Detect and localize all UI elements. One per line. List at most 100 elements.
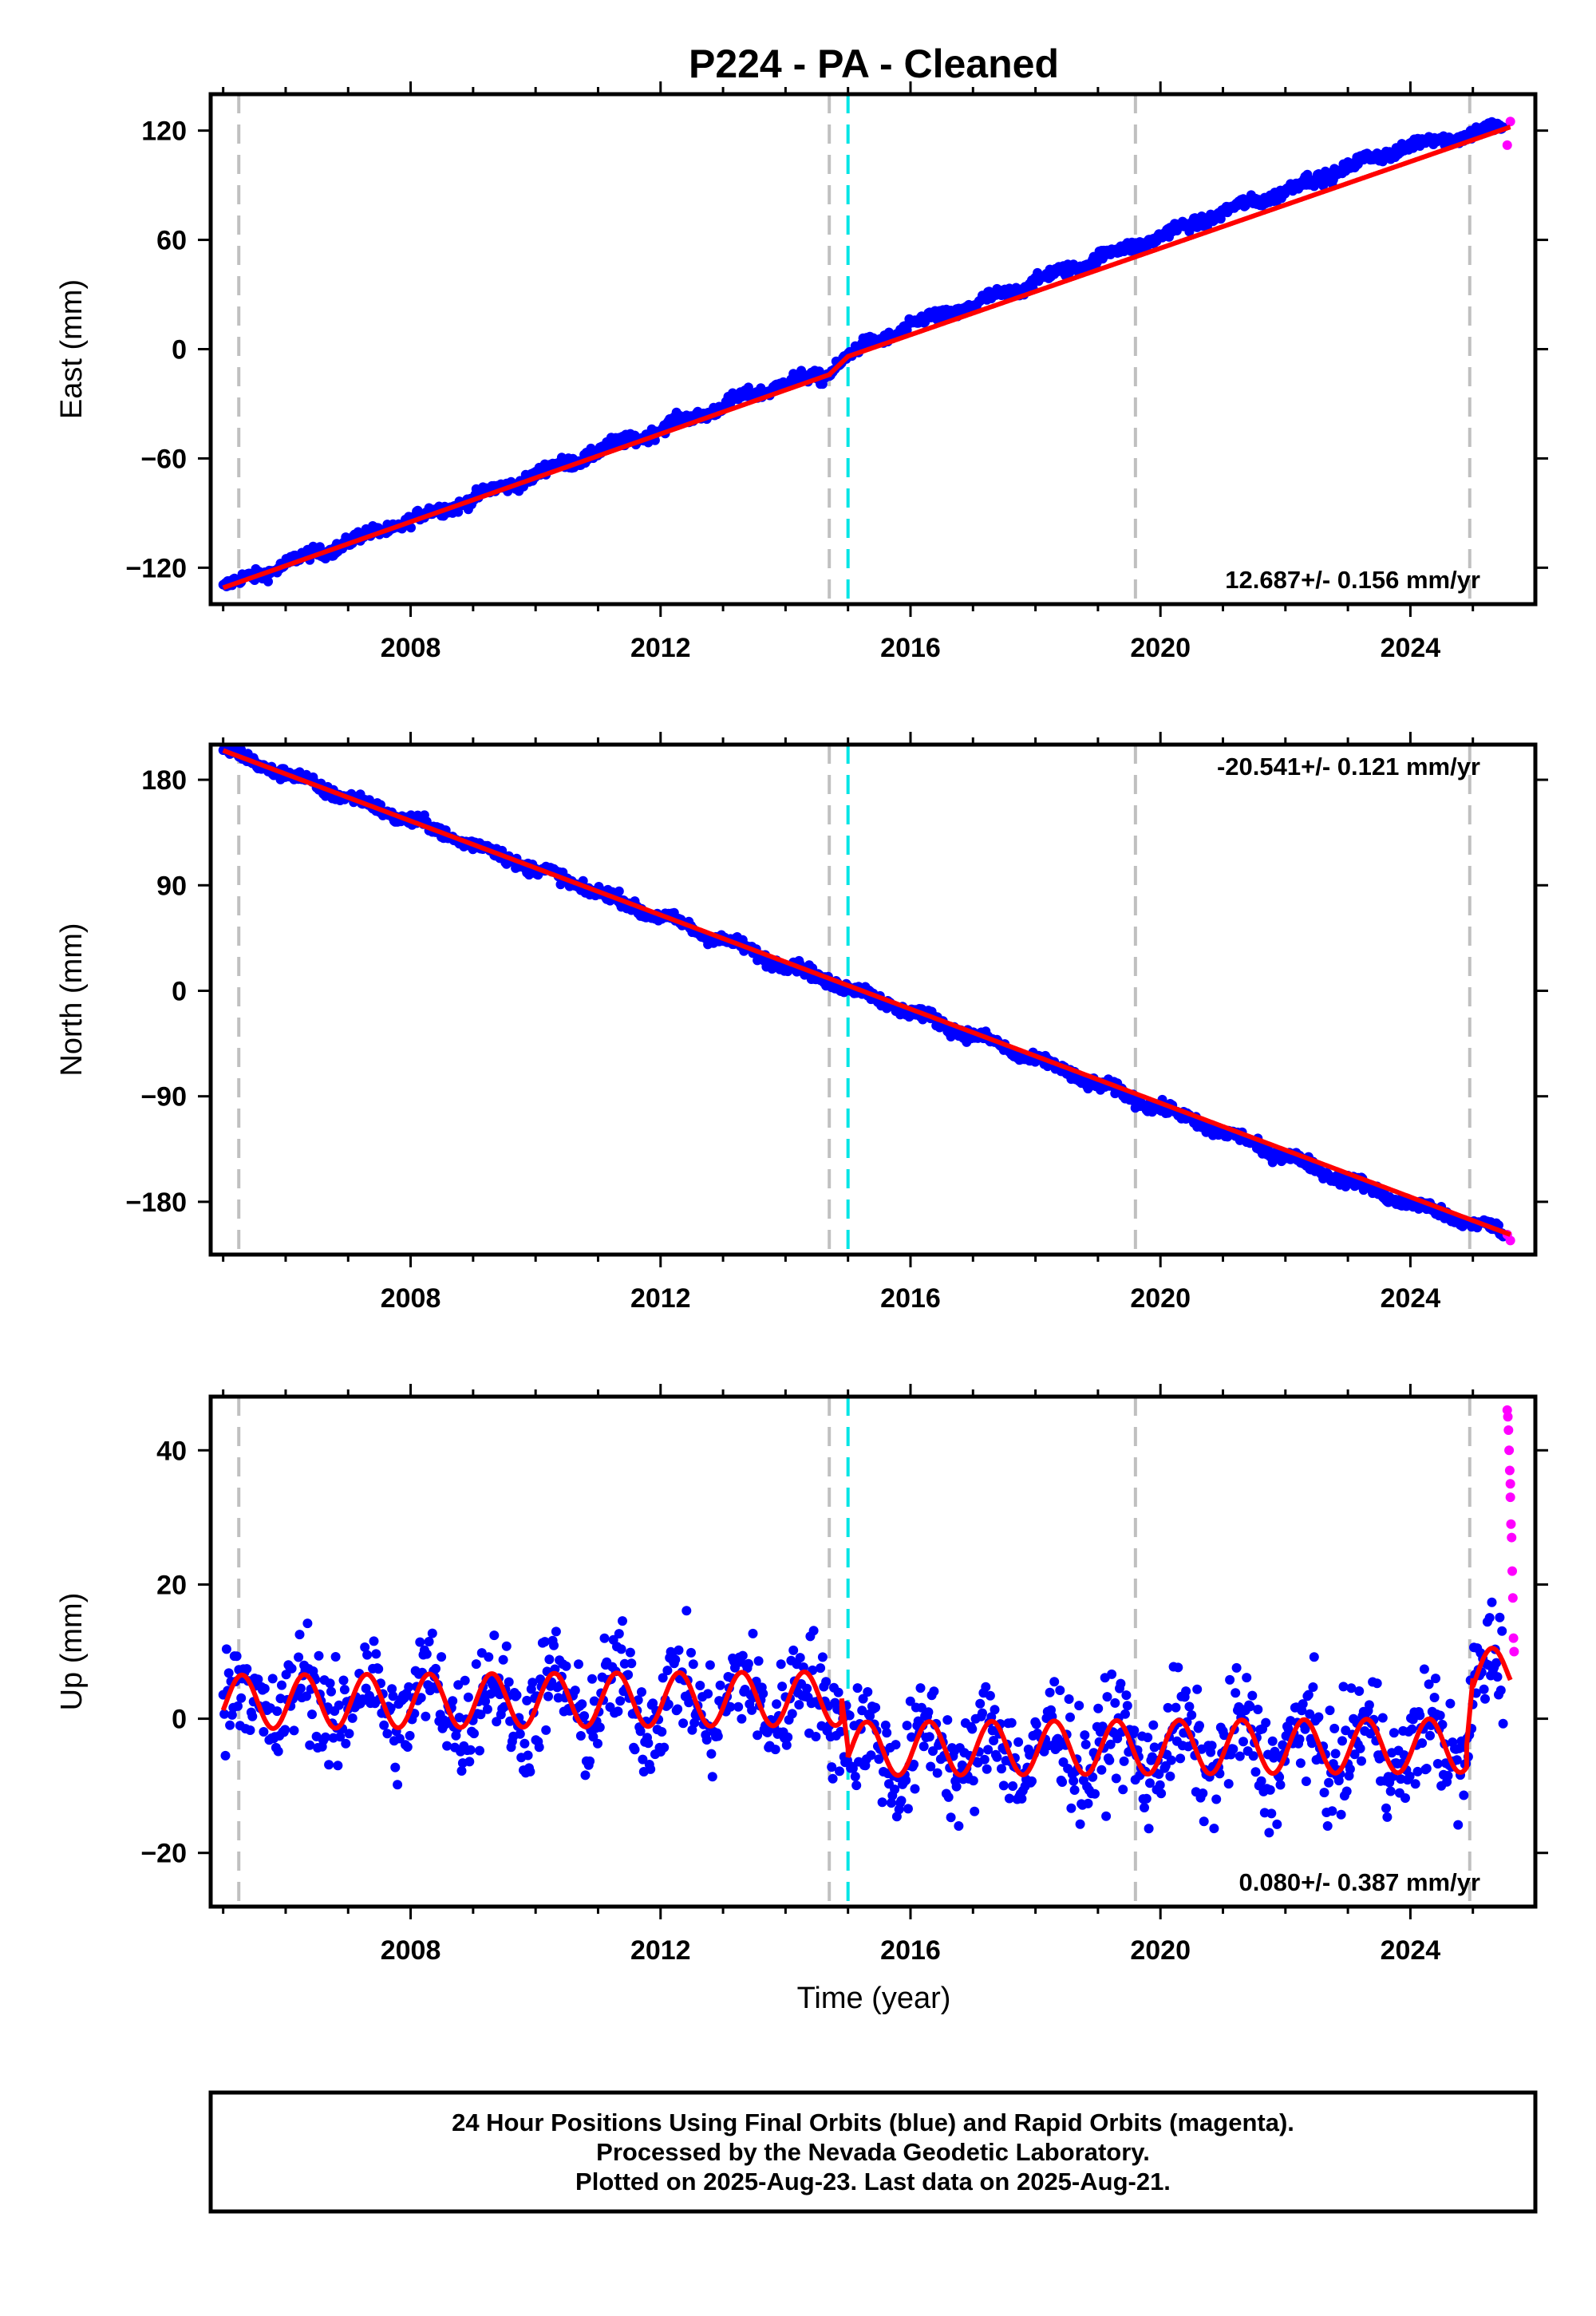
final-orbit-point [326,1686,336,1697]
final-orbit-point [1484,1613,1495,1623]
final-orbit-point [1445,1698,1456,1709]
y-tick-label: 20 [156,1570,187,1600]
final-orbit-point [1129,1725,1140,1736]
final-orbit-point [795,1653,805,1663]
final-orbit-point [587,1674,597,1684]
final-orbit-point [623,1670,634,1680]
final-orbit-point [982,1764,992,1774]
final-orbit-point [1101,1811,1112,1821]
final-orbit-point [1110,1697,1120,1708]
final-orbit-point [1163,1702,1173,1713]
final-orbit-point [302,1691,311,1701]
rapid-orbit-points [1502,1405,1519,1657]
final-orbit-point [882,1728,892,1738]
final-orbit-point [910,1784,920,1794]
final-orbit-point [1298,1699,1308,1709]
final-orbit-point [1421,1764,1432,1773]
final-orbit-point [989,1736,999,1745]
final-orbit-point [219,1709,230,1719]
final-orbit-point [405,1730,415,1741]
final-orbit-point [1275,1780,1286,1790]
rapid-orbit-point [1509,1646,1519,1657]
final-orbit-point [896,1796,907,1806]
final-orbit-point [404,1682,414,1692]
final-orbit-point [833,1687,843,1697]
y-tick-label: 40 [156,1436,187,1466]
y-tick-label: −20 [140,1839,187,1869]
final-orbit-point [737,1650,748,1661]
final-orbit-point [924,1732,934,1742]
final-orbit-point [1355,1743,1365,1753]
rapid-orbit-points [1502,117,1515,150]
final-orbit-point [231,1651,242,1662]
final-orbit-point [1171,1702,1181,1713]
final-orbit-point [1314,1712,1324,1722]
final-orbit-point [1198,1788,1208,1798]
final-orbit-point [1404,1771,1415,1781]
final-orbit-point [850,1772,860,1781]
final-orbit-point [1301,1777,1311,1786]
final-orbit-point [1093,1703,1104,1713]
final-orbit-point [1065,1712,1075,1722]
final-orbit-point [1074,1701,1084,1711]
final-orbit-point [344,1729,354,1739]
x-tick-label: 2024 [1381,1935,1441,1966]
final-orbit-point [851,1780,862,1791]
final-orbit-point [362,1650,373,1660]
final-orbit-point [489,1630,500,1641]
final-orbit-point [1453,1820,1464,1830]
final-orbit-point [1102,1692,1112,1702]
rapid-orbit-point [1507,1532,1517,1543]
final-orbit-point [501,1641,512,1651]
final-orbit-point [1057,1777,1068,1787]
final-orbit-point [844,1710,855,1721]
final-orbit-point [1425,1730,1435,1741]
final-orbit-point [733,1701,744,1712]
final-orbit-point [379,1720,389,1730]
final-orbit-point [928,1746,938,1757]
final-orbit-point [1013,1737,1024,1747]
x-tick-label: 2016 [880,1283,941,1314]
final-orbit-point [543,1691,553,1701]
plot-content [218,1405,1519,1838]
final-orbit-point [1064,1694,1074,1704]
y-tick-label: 180 [141,765,187,796]
final-orbit-point [539,1637,550,1647]
final-orbit-point [369,1636,379,1646]
final-orbit-point [1407,1724,1417,1734]
final-orbit-point [817,1652,828,1662]
x-tick-label: 2008 [381,1283,441,1314]
final-orbit-point [932,1768,942,1778]
final-orbit-point [525,1766,535,1777]
final-orbit-point [589,1696,599,1706]
final-orbit-point [480,1696,491,1706]
final-orbit-point [1435,1710,1445,1721]
final-orbit-point [918,1741,929,1752]
final-orbit-point [926,1761,936,1772]
figure-title: P224 - PA - Cleaned [689,41,1059,86]
final-orbit-point [998,1780,1009,1791]
final-orbit-point [1266,1808,1277,1819]
final-orbit-point [549,1640,559,1650]
final-orbit-point [1256,1776,1266,1786]
rapid-orbit-point [1508,1633,1519,1643]
y-tick-label: 0 [172,1705,187,1735]
final-orbit-point [314,1650,324,1661]
final-orbit-point [1307,1738,1317,1749]
final-orbit-point [1354,1686,1365,1696]
final-orbit-point [1118,1784,1128,1795]
final-orbit-point [1192,1684,1203,1694]
final-orbit-point [1261,1717,1271,1728]
up-panel: −20 0 20 40 2008 2012 2016 2020 2024 Up (mm) 0.080… [55,1384,1548,1966]
final-orbit-point [1228,1744,1238,1754]
final-orbit-point [453,1680,464,1690]
final-orbit-point [821,1677,832,1687]
final-orbit-point [748,1628,758,1638]
final-orbit-point [705,1660,715,1670]
final-orbit-point [1066,1803,1077,1813]
final-orbit-point [469,1729,479,1739]
final-orbit-point [476,1709,486,1720]
final-orbit-point [1211,1794,1222,1804]
final-orbit-point [456,1766,467,1776]
